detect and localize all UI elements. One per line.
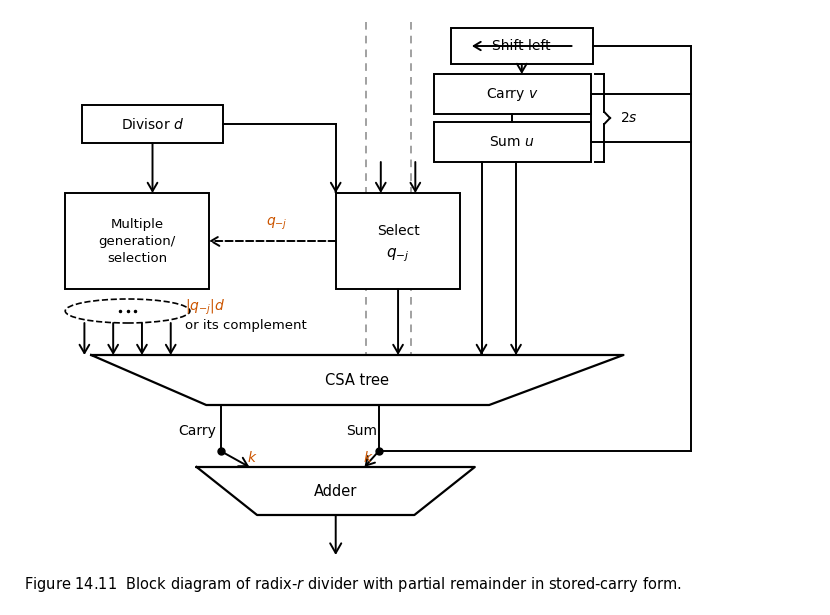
Text: Figure 14.11  Block diagram of radix-$r$ divider with partial remainder in store: Figure 14.11 Block diagram of radix-$r$ … — [24, 576, 681, 595]
Text: $q_{-j}$: $q_{-j}$ — [266, 216, 288, 232]
Text: $k$: $k$ — [247, 450, 258, 464]
Text: or its complement: or its complement — [185, 319, 307, 331]
Text: Carry: Carry — [178, 424, 216, 438]
FancyArrowPatch shape — [137, 323, 147, 353]
FancyArrowPatch shape — [148, 143, 158, 191]
Bar — [433, 74, 591, 114]
Text: Select: Select — [377, 224, 419, 238]
FancyArrowPatch shape — [330, 515, 341, 553]
Text: Divisor $d$: Divisor $d$ — [121, 116, 184, 132]
Text: $2s$: $2s$ — [620, 111, 637, 125]
Bar — [66, 193, 209, 289]
FancyArrowPatch shape — [474, 42, 572, 50]
FancyArrowPatch shape — [166, 323, 176, 353]
FancyArrowPatch shape — [376, 162, 386, 191]
FancyArrowPatch shape — [109, 323, 118, 353]
Text: CSA tree: CSA tree — [325, 373, 389, 387]
Bar — [451, 28, 593, 64]
FancyArrowPatch shape — [517, 64, 527, 72]
Text: Adder: Adder — [314, 483, 358, 499]
Text: $|q_{-j}|d$: $|q_{-j}|d$ — [185, 297, 226, 317]
Bar — [81, 105, 223, 143]
FancyArrowPatch shape — [411, 162, 420, 191]
Bar — [433, 122, 591, 162]
FancyArrowPatch shape — [221, 451, 247, 466]
Text: Shift left: Shift left — [492, 39, 551, 53]
Text: $k$: $k$ — [363, 450, 373, 464]
FancyArrowPatch shape — [80, 323, 90, 353]
FancyArrowPatch shape — [511, 345, 521, 354]
Bar — [335, 193, 461, 289]
FancyArrowPatch shape — [476, 345, 486, 354]
Text: Multiple
generation/
selection: Multiple generation/ selection — [99, 218, 176, 264]
FancyArrowPatch shape — [331, 183, 340, 192]
Text: $q_{-j}$: $q_{-j}$ — [386, 246, 410, 264]
FancyArrowPatch shape — [366, 451, 378, 466]
Text: Carry $v$: Carry $v$ — [486, 85, 539, 103]
Text: Sum: Sum — [346, 424, 377, 438]
FancyArrowPatch shape — [211, 236, 335, 246]
FancyArrowPatch shape — [393, 289, 403, 353]
Text: Sum $u$: Sum $u$ — [490, 135, 535, 149]
